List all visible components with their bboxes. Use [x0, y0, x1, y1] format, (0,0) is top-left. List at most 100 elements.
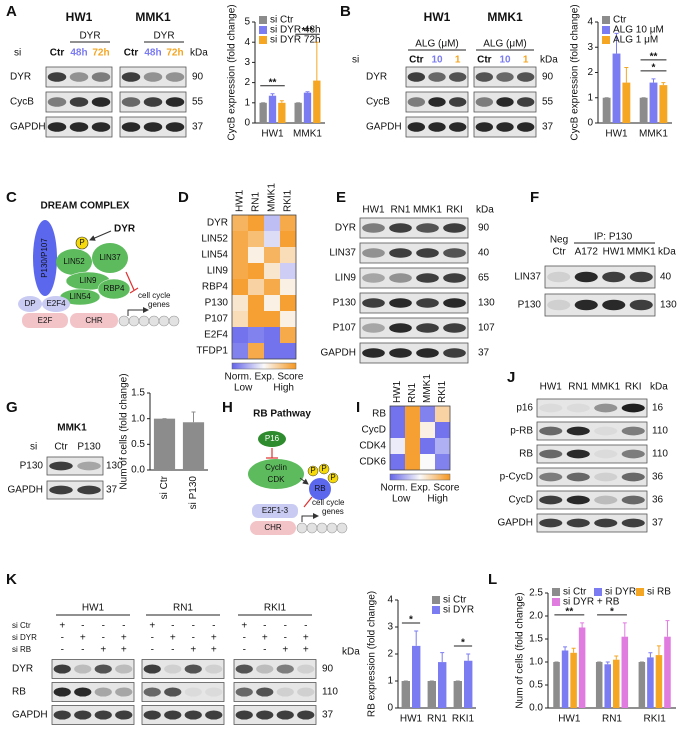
bar	[268, 95, 277, 123]
heatmap-frame	[231, 214, 297, 360]
lane-label: Ctr	[124, 48, 139, 59]
blot-band	[496, 122, 514, 132]
blot-strip	[536, 467, 648, 487]
blot-strip	[51, 705, 135, 725]
lane-label: MMK1	[627, 247, 656, 258]
blot-strip	[536, 490, 648, 510]
legend-label: si DYR	[605, 587, 636, 598]
heatmap-frame	[389, 405, 451, 471]
blot-band	[69, 72, 89, 82]
lane-label: 72h	[166, 48, 183, 59]
sign: -	[151, 633, 154, 644]
error-bar	[648, 652, 653, 658]
sign: +	[282, 645, 288, 656]
bar	[604, 664, 611, 708]
blot-strip	[119, 66, 187, 88]
kda-value: 90	[322, 664, 334, 675]
y-tick-label: 2	[244, 77, 250, 88]
row-label: GAPDH	[320, 348, 356, 359]
protein	[97, 278, 131, 300]
sign: -	[304, 621, 307, 632]
heatmap-cell	[248, 279, 264, 295]
protein-label: DP	[24, 299, 35, 308]
kda-value: 90	[542, 72, 554, 83]
y-tick-label: 0.5	[131, 439, 145, 450]
phospho	[75, 236, 89, 250]
y-axis-label: Num of cells (fold change)	[515, 592, 526, 708]
y-tick-label: 1	[244, 97, 250, 108]
blot-band	[362, 248, 385, 258]
blot-band	[143, 664, 161, 674]
lane-label: RN1	[568, 382, 588, 393]
significance-label: **	[269, 77, 277, 88]
sign: -	[81, 621, 84, 632]
blot-band	[91, 97, 111, 107]
heatmap-cell	[435, 454, 450, 470]
legend-swatch	[259, 26, 267, 34]
row-label: RB	[372, 409, 386, 420]
sign: +	[211, 633, 217, 644]
x-tick-label: HW1	[261, 129, 284, 140]
blot-band	[297, 664, 315, 674]
blot-band	[362, 298, 385, 308]
diagram-title: DREAM COMPLEX	[41, 201, 130, 212]
blot-band	[602, 271, 626, 283]
row-label: CycD	[509, 495, 533, 506]
row-label: TFDP1	[196, 346, 228, 357]
heatmap-cell	[264, 295, 280, 311]
lane-label: 1	[455, 55, 461, 66]
blot-band	[115, 687, 133, 697]
legend-swatch	[602, 26, 610, 34]
blot-band	[629, 299, 653, 311]
legend-swatch	[552, 598, 560, 606]
blot-band	[416, 298, 439, 308]
dna-site	[250, 521, 296, 535]
heatmap-cell	[390, 438, 405, 454]
panel-label: C	[6, 189, 17, 206]
sign: +	[303, 633, 309, 644]
blot-band	[121, 72, 141, 82]
error-bar	[270, 93, 275, 96]
blot-strip	[359, 267, 469, 289]
blot-band	[69, 97, 89, 107]
y-tick-label: 2	[387, 649, 393, 660]
blot-band	[594, 426, 618, 436]
cell-line: RN1	[173, 603, 193, 614]
blot-band	[539, 518, 563, 528]
sign: -	[284, 633, 287, 644]
y-tick-label: 0	[587, 118, 593, 129]
sign: -	[171, 645, 174, 656]
sign: -	[263, 645, 266, 656]
heatmap-cell	[390, 406, 405, 422]
blot-band	[276, 687, 294, 697]
blot-band	[621, 518, 645, 528]
sign: +	[80, 633, 86, 644]
phospho	[307, 465, 319, 477]
kda-value: 55	[192, 97, 204, 108]
error-bar	[563, 646, 568, 651]
heatmap-cell	[248, 343, 264, 359]
blot-band	[389, 248, 412, 258]
kda-value: 90	[192, 72, 204, 83]
blot-band	[566, 449, 590, 459]
dream-diagram: DREAM COMPLEX P130/P107 LIN52 LIN37 LIN9…	[18, 201, 180, 328]
bar	[561, 650, 569, 708]
blot-band	[362, 323, 385, 333]
blot-strip	[359, 342, 469, 364]
heatmap-cell	[232, 215, 248, 231]
blot-band	[121, 97, 141, 107]
y-tick-label: 1.5	[529, 634, 543, 645]
row-label: LIN37	[514, 272, 541, 283]
significance-label: **	[650, 51, 658, 62]
blot-band	[443, 323, 466, 333]
arrow	[301, 513, 319, 522]
row-label: LIN9	[207, 266, 229, 277]
blot-band	[49, 461, 73, 471]
error-bar	[414, 630, 419, 646]
row-label: P107	[205, 314, 229, 325]
heatmap-cell	[280, 279, 296, 295]
bar	[613, 659, 620, 708]
x-tick-label: RN1	[427, 714, 447, 725]
blot-band	[164, 664, 182, 674]
ip-label: IP: P130	[594, 232, 633, 243]
